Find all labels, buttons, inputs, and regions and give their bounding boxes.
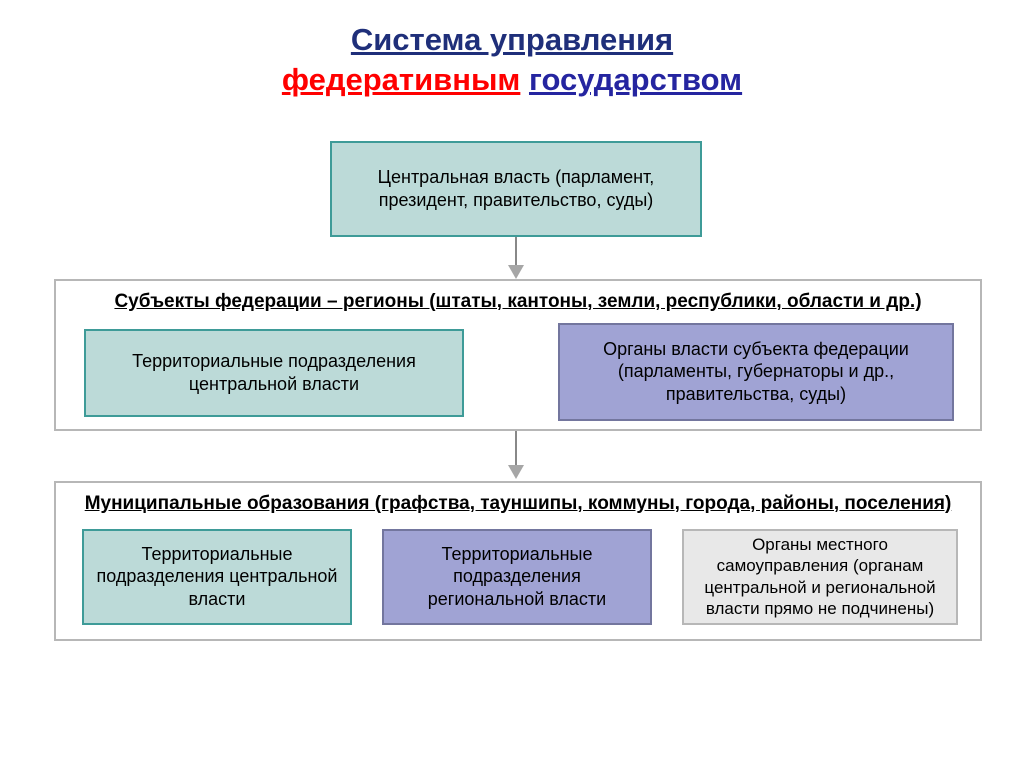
title-word-federal: федеративным [282, 62, 520, 97]
arrow-2-stem [515, 431, 517, 467]
arrow-2-head [508, 465, 524, 479]
hierarchy-diagram: Центральная власть (парламент, президент… [0, 111, 1024, 751]
title-line2: федеративным государством [0, 60, 1024, 100]
title-word-state: государством [529, 62, 742, 97]
federation-subjects-container: Субъекты федерации – регионы (штаты, кан… [54, 279, 982, 431]
subject-authorities-box: Органы власти субъекта федерации (парлам… [558, 323, 954, 421]
arrow-1-head [508, 265, 524, 279]
municipalities-title: Муниципальные образования (графства, тау… [56, 493, 980, 515]
muni-self-government-box: Органы местного самоуправления (органам … [682, 529, 958, 625]
title-line1: Система управления [0, 20, 1024, 60]
muni-territorial-regional-box: Территориальные подразделения региональн… [382, 529, 652, 625]
municipalities-container: Муниципальные образования (графства, тау… [54, 481, 982, 641]
arrow-1-stem [515, 237, 517, 267]
territorial-central-box: Территориальные подразделения центрально… [84, 329, 464, 417]
slide-title: Система управления федеративным государс… [0, 0, 1024, 101]
muni-territorial-central-box: Территориальные подразделения центрально… [82, 529, 352, 625]
federation-subjects-title: Субъекты федерации – регионы (штаты, кан… [56, 291, 980, 313]
central-authority-box: Центральная власть (парламент, президент… [330, 141, 702, 237]
